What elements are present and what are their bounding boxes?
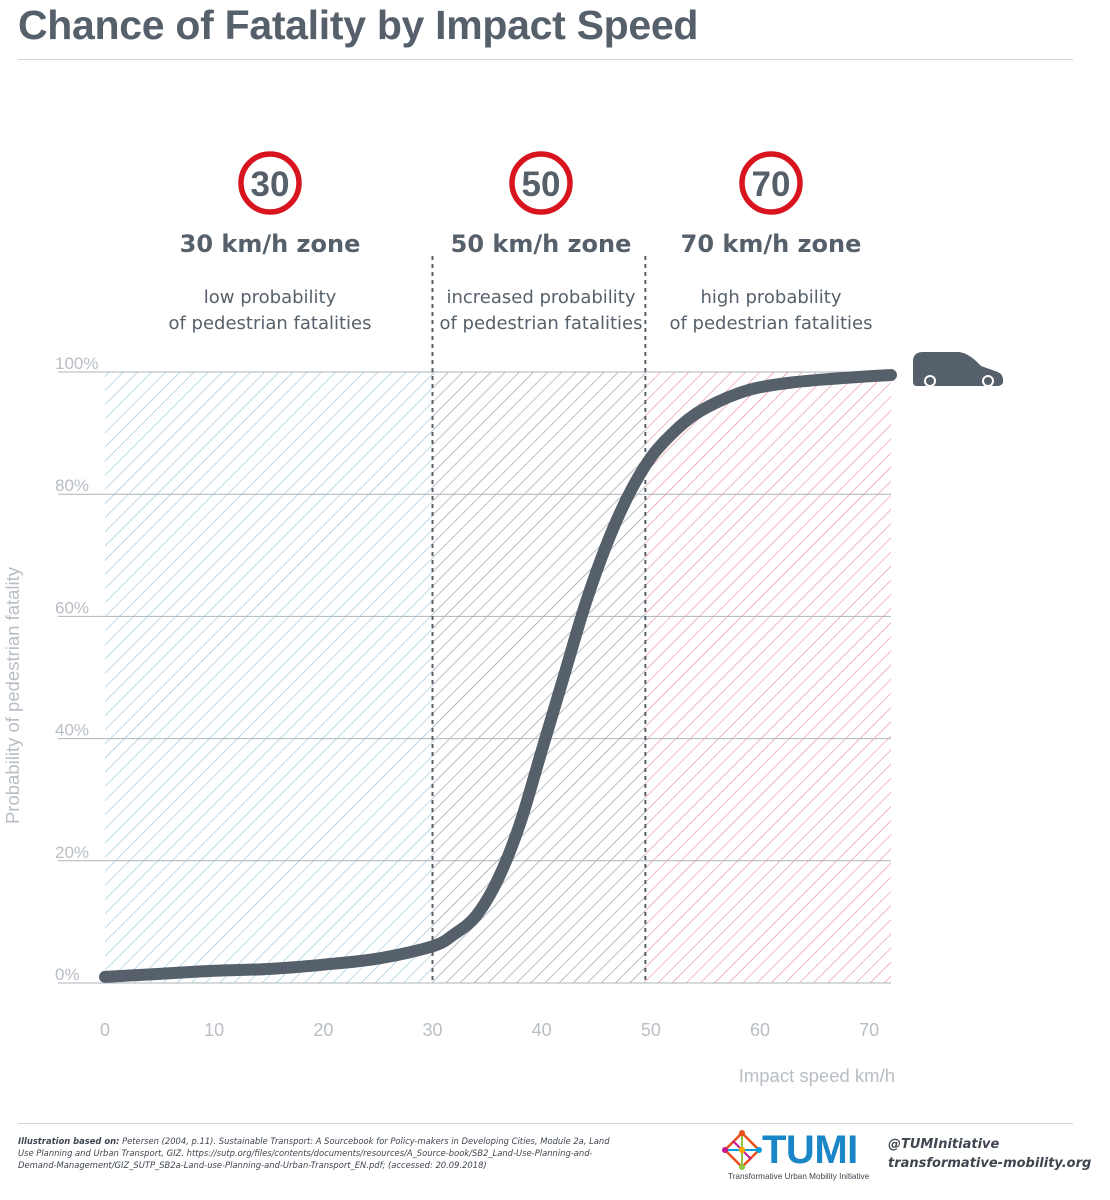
zone-title: 70 km/h zone [681,230,862,258]
y-axis-label: Probability of pedestrian fatality [2,566,23,824]
x-tick-label: 30 [422,1020,442,1040]
x-axis-label: Impact speed km/h [739,1065,895,1086]
zone-description-line: of pedestrian fatalities [669,313,872,334]
logo-subtitle: Transformative Urban Mobility Initiative [728,1172,870,1181]
axis-layer: 0% 20% 40% 60% 80% 100% 0 10 20 30 40 50 60 70 Impact … [2,354,895,1086]
y-tick-label: 60% [55,598,89,617]
website-link[interactable]: transformative-mobility.org [888,1156,1092,1171]
twitter-handle[interactable]: @TUMInitiative [888,1137,1000,1152]
zone-description-line: of pedestrian fatalities [439,313,642,334]
network-diamond-icon [722,1130,762,1170]
y-tick-label: 0% [55,965,80,984]
car-wheel-hub [984,377,992,385]
footer-divider [18,1123,1073,1124]
page-title: Chance of Fatality by Impact Speed [18,2,699,48]
car-body [913,352,1003,386]
zone-hatch-70 [645,372,891,983]
fatality-chart: 30 30 km/h zone low probability of pedestri… [2,151,1003,1086]
title-divider [18,59,1073,60]
zone-header-30: 30 30 km/h zone low probability of pedestri… [168,151,372,334]
y-tick-label: 100% [55,354,98,373]
speed-limit-number: 70 [752,165,791,204]
zone-title: 30 km/h zone [180,230,361,258]
grid-layer [58,371,891,984]
source-citation: Illustration based on: Petersen (2004, p… [18,1135,618,1171]
zone-description-line: low probability [204,287,337,308]
zone-description-line: of pedestrian fatalities [168,313,371,334]
curve-layer [99,369,897,983]
car-icon-layer [913,352,1003,387]
zone-description-line: increased probability [446,287,635,308]
y-tick-label: 20% [55,843,89,862]
x-tick-label: 10 [204,1020,224,1040]
zone-header-50: 50 50 km/h zone increased probability of pe… [439,151,643,334]
logo-word: TUMI [762,1128,858,1172]
speed-limit-number: 50 [522,165,561,204]
x-tick-label: 50 [641,1020,661,1040]
zone-header-layer: 30 30 km/h zone low probability of pedestri… [168,151,873,334]
x-tick-label: 40 [532,1020,552,1040]
x-tick-label: 70 [859,1020,879,1040]
x-tick-label: 60 [750,1020,770,1040]
zone-header-70: 70 70 km/h zone high probability of pedestr… [669,151,873,334]
y-tick-label: 40% [55,721,89,740]
x-tick-label: 0 [100,1020,110,1040]
x-tick-label: 20 [313,1020,333,1040]
car-icon [913,352,1003,387]
speed-limit-sign-icon [509,151,573,215]
social-links: @TUMInitiative transformative-mobility.o… [888,1135,1091,1173]
y-tick-label: 80% [55,476,89,495]
zone-hatch-30 [105,372,433,983]
zone-description-line: high probability [700,287,841,308]
car-wheel-hub [926,377,934,385]
speed-limit-number: 30 [251,165,290,204]
speed-limit-sign-icon [238,151,302,215]
zone-divider-layer [431,256,647,983]
source-label: Illustration based on: [18,1136,120,1146]
fatality-curve [99,369,897,983]
speed-limit-sign-icon [739,151,803,215]
zone-title: 50 km/h zone [451,230,632,258]
source-text: Petersen (2004, p.11). Sustainable Trans… [18,1136,610,1170]
zone-hatch-50 [432,372,646,983]
zone-hatch-layer [105,372,891,983]
tumi-logo: TUMI Transformative Urban Mobility Initi… [722,1128,872,1184]
